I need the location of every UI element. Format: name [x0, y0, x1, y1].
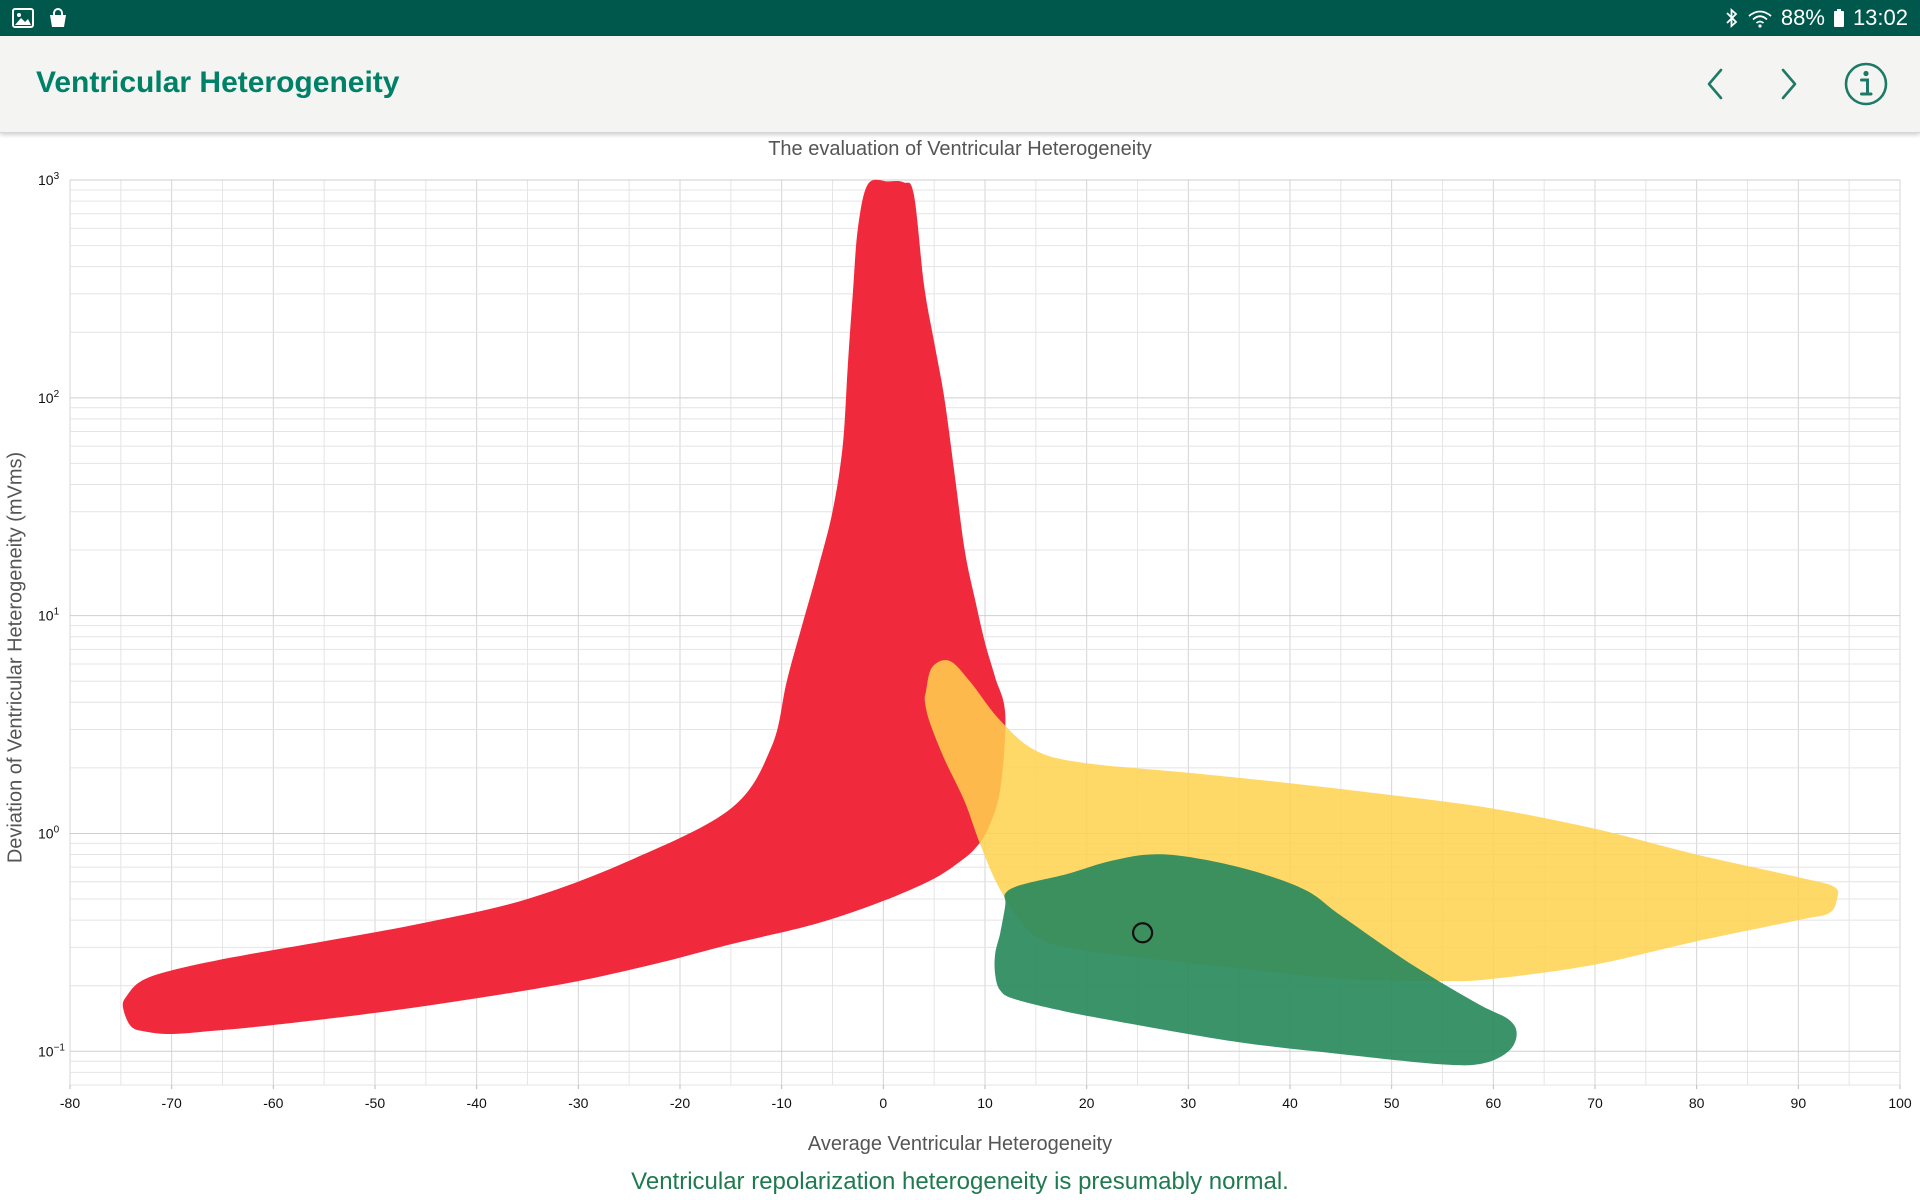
- x-tick-label: -20: [670, 1095, 690, 1111]
- chart-regions: [122, 179, 1839, 1066]
- y-tick-label: 103: [38, 171, 60, 188]
- x-tick-label: -40: [467, 1095, 487, 1111]
- x-axis-ticks: -80 -70 -60 -50 -40 -30 -20 -10 0 10 20 30 40 50 60 70 8…: [60, 1095, 1912, 1111]
- battery-icon: [1833, 8, 1845, 28]
- chart-markers: [1131, 922, 1154, 944]
- red-risk-region: [122, 179, 1006, 1035]
- x-tick-label: 0: [879, 1095, 887, 1111]
- green-normal-region: [994, 854, 1517, 1066]
- x-tick-label: 50: [1384, 1095, 1400, 1111]
- status-bar: 88% 13:02: [0, 0, 1920, 36]
- x-tick-label: 70: [1587, 1095, 1603, 1111]
- x-tick-label: 10: [977, 1095, 993, 1111]
- y-tick-label: 10−1: [38, 1042, 65, 1059]
- y-axis-ticks: 103 102 101 100 10−1: [38, 171, 65, 1059]
- x-tick-label: -30: [568, 1095, 588, 1111]
- x-tick-label: 20: [1079, 1095, 1095, 1111]
- y-axis-title: Deviation of Ventricular Heterogeneity (…: [4, 451, 27, 864]
- x-tick-label: 40: [1282, 1095, 1298, 1111]
- chart-title: The evaluation of Ventricular Heterogene…: [768, 138, 1152, 160]
- gallery-icon: [12, 8, 34, 28]
- x-tick-label: 30: [1181, 1095, 1197, 1111]
- x-tick-label: -80: [60, 1095, 80, 1111]
- bluetooth-icon: [1725, 8, 1739, 28]
- previous-button[interactable]: [1690, 58, 1742, 110]
- wifi-icon: [1747, 8, 1773, 28]
- x-tick-label: 100: [1888, 1095, 1912, 1111]
- shopping-bag-icon: [48, 8, 68, 28]
- app-bar: Ventricular Heterogeneity: [0, 36, 1920, 133]
- next-button[interactable]: [1762, 58, 1814, 110]
- x-tick-label: 60: [1486, 1095, 1502, 1111]
- x-tick-label: 90: [1791, 1095, 1807, 1111]
- battery-percent: 88%: [1780, 5, 1825, 30]
- info-button[interactable]: [1840, 58, 1892, 110]
- clock: 13:02: [1852, 5, 1908, 30]
- x-tick-label: 80: [1689, 1095, 1705, 1111]
- y-tick-label: 102: [38, 389, 60, 406]
- y-tick-label: 101: [38, 607, 60, 624]
- x-tick-label: -10: [772, 1095, 792, 1111]
- chevron-right-icon: [1781, 68, 1797, 100]
- y-tick-label: 100: [38, 824, 60, 841]
- chevron-left-icon: [1707, 68, 1723, 100]
- x-tick-label: -50: [365, 1095, 385, 1111]
- info-icon: [1844, 62, 1888, 106]
- x-tick-label: -70: [162, 1095, 182, 1111]
- verdict-text: Ventricular repolarization heterogeneity…: [631, 1168, 1289, 1195]
- page-title: Ventricular Heterogeneity: [36, 66, 400, 99]
- x-axis-title: Average Ventricular Heterogeneity: [807, 1133, 1113, 1155]
- measurement-point: [1131, 922, 1154, 944]
- x-tick-label: -60: [263, 1095, 283, 1111]
